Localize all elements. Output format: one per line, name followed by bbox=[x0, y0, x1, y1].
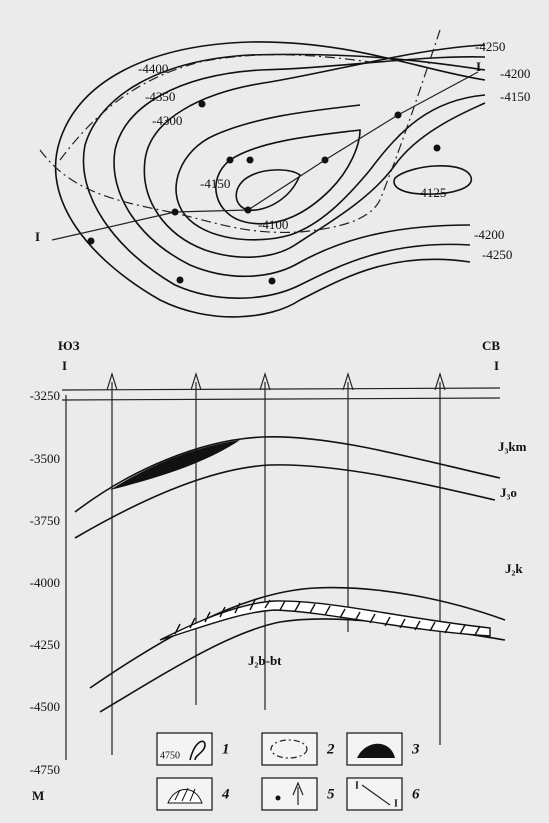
contour bbox=[235, 169, 301, 211]
well bbox=[176, 276, 184, 284]
legend-symbol bbox=[357, 743, 395, 758]
section-end-direction: СВ bbox=[482, 338, 500, 353]
contour-label: -4400 bbox=[138, 61, 168, 76]
legend-number: 2 bbox=[326, 741, 335, 757]
section-end: I bbox=[494, 358, 499, 373]
legend-symbol bbox=[174, 787, 196, 802]
legend-number: 3 bbox=[411, 741, 420, 757]
legend-box bbox=[261, 732, 318, 766]
contour-label: -4150 bbox=[200, 176, 230, 191]
well bbox=[321, 156, 329, 164]
well bbox=[87, 237, 95, 245]
contour-label: -4350 bbox=[145, 89, 175, 104]
section-end-direction: ЮЗ bbox=[58, 338, 80, 353]
depth-label: -4500 bbox=[30, 699, 60, 714]
contour-label: -4100 bbox=[258, 217, 288, 232]
layer-label: J₂k bbox=[505, 561, 523, 576]
well bbox=[268, 277, 276, 285]
legend-profile-mark: I bbox=[355, 780, 359, 791]
cross-section: ЮЗ I СВ I J₃km J₃o J₂k J₂b-bt -3250 -350… bbox=[30, 338, 527, 803]
hatched-deposit bbox=[159, 600, 491, 641]
contour bbox=[175, 94, 486, 241]
section-end: I bbox=[62, 358, 67, 373]
depth-label: -4000 bbox=[30, 575, 60, 590]
legend: 4750 I I 1 2 3 4 5 6 bbox=[156, 732, 420, 811]
well bbox=[244, 206, 252, 214]
layer-label: J₃o bbox=[500, 485, 517, 500]
well-trace bbox=[342, 371, 354, 632]
depth-label: -3750 bbox=[30, 513, 60, 528]
contour-label: -4250 bbox=[475, 39, 505, 54]
well bbox=[246, 156, 254, 164]
contour-label: -4150 bbox=[500, 89, 530, 104]
oil-deposit bbox=[110, 440, 240, 490]
layer-label: J₃km bbox=[498, 439, 527, 454]
legend-symbol bbox=[275, 795, 281, 801]
depth-labels: -3250 -3500 -3750 -4000 -4250 -4500 -475… bbox=[30, 388, 60, 777]
legend-number: 1 bbox=[222, 741, 230, 757]
well bbox=[171, 208, 179, 216]
section-top bbox=[61, 397, 501, 401]
depth-label: -3500 bbox=[30, 451, 60, 466]
contour-label: -4300 bbox=[152, 113, 182, 128]
contour-label: -4250 bbox=[482, 247, 512, 262]
legend-number: 4 bbox=[221, 786, 230, 802]
contour-label: -4125 bbox=[416, 185, 446, 200]
depth-label: -4750 bbox=[30, 762, 60, 777]
section-top bbox=[61, 387, 501, 391]
hatching bbox=[174, 599, 481, 636]
fault-line bbox=[59, 54, 371, 161]
well-trace bbox=[434, 371, 446, 745]
well-trace bbox=[106, 371, 118, 755]
contour-map: -4400 -4350 -4300 -4150 -4100 -4125 -425… bbox=[35, 29, 530, 318]
legend-box bbox=[261, 777, 318, 811]
legend-profile-mark: I bbox=[394, 798, 398, 809]
well bbox=[433, 144, 441, 152]
well bbox=[198, 100, 206, 108]
contour-label: -4200 bbox=[500, 66, 530, 81]
contour bbox=[82, 53, 486, 299]
depth-label: -4250 bbox=[30, 637, 60, 652]
well-trace bbox=[190, 371, 202, 705]
legend-number: 6 bbox=[412, 786, 420, 802]
profile-end: I bbox=[35, 229, 40, 244]
legend-symbol bbox=[189, 740, 206, 761]
legend-symbol bbox=[361, 784, 391, 806]
profile-line bbox=[51, 71, 479, 241]
legend-number: 5 bbox=[327, 786, 335, 802]
legend-sample: 4750 bbox=[160, 750, 180, 761]
well bbox=[394, 111, 402, 119]
contour bbox=[215, 129, 361, 225]
layer-label: J₂b-bt bbox=[248, 653, 282, 668]
depth-label: -3250 bbox=[30, 388, 60, 403]
wells bbox=[106, 371, 446, 755]
well bbox=[226, 156, 234, 164]
wells bbox=[87, 100, 441, 285]
legend-symbol bbox=[270, 739, 308, 759]
horizon bbox=[89, 586, 506, 689]
contour-label: -4200 bbox=[474, 227, 504, 242]
horizon bbox=[74, 464, 496, 539]
contour bbox=[113, 55, 486, 278]
depth-unit: М bbox=[32, 788, 44, 803]
profile-end: I bbox=[476, 59, 481, 74]
contour bbox=[54, 41, 486, 318]
contour bbox=[393, 165, 473, 195]
contour bbox=[143, 44, 486, 258]
horizon bbox=[74, 435, 501, 513]
legend-symbol bbox=[292, 781, 304, 805]
